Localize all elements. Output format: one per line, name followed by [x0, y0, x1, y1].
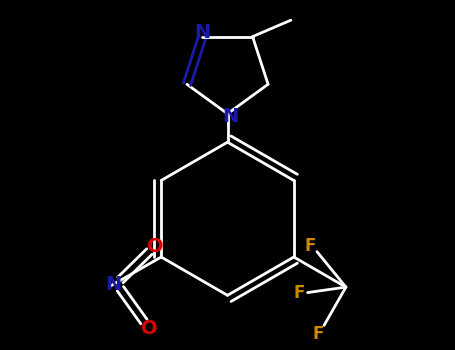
Text: O: O [147, 237, 163, 256]
Text: N: N [222, 107, 238, 126]
Text: O: O [141, 318, 158, 338]
Text: F: F [313, 324, 324, 343]
Text: N: N [106, 275, 122, 294]
Text: F: F [305, 237, 316, 255]
Text: N: N [194, 23, 211, 42]
Text: F: F [294, 284, 305, 302]
